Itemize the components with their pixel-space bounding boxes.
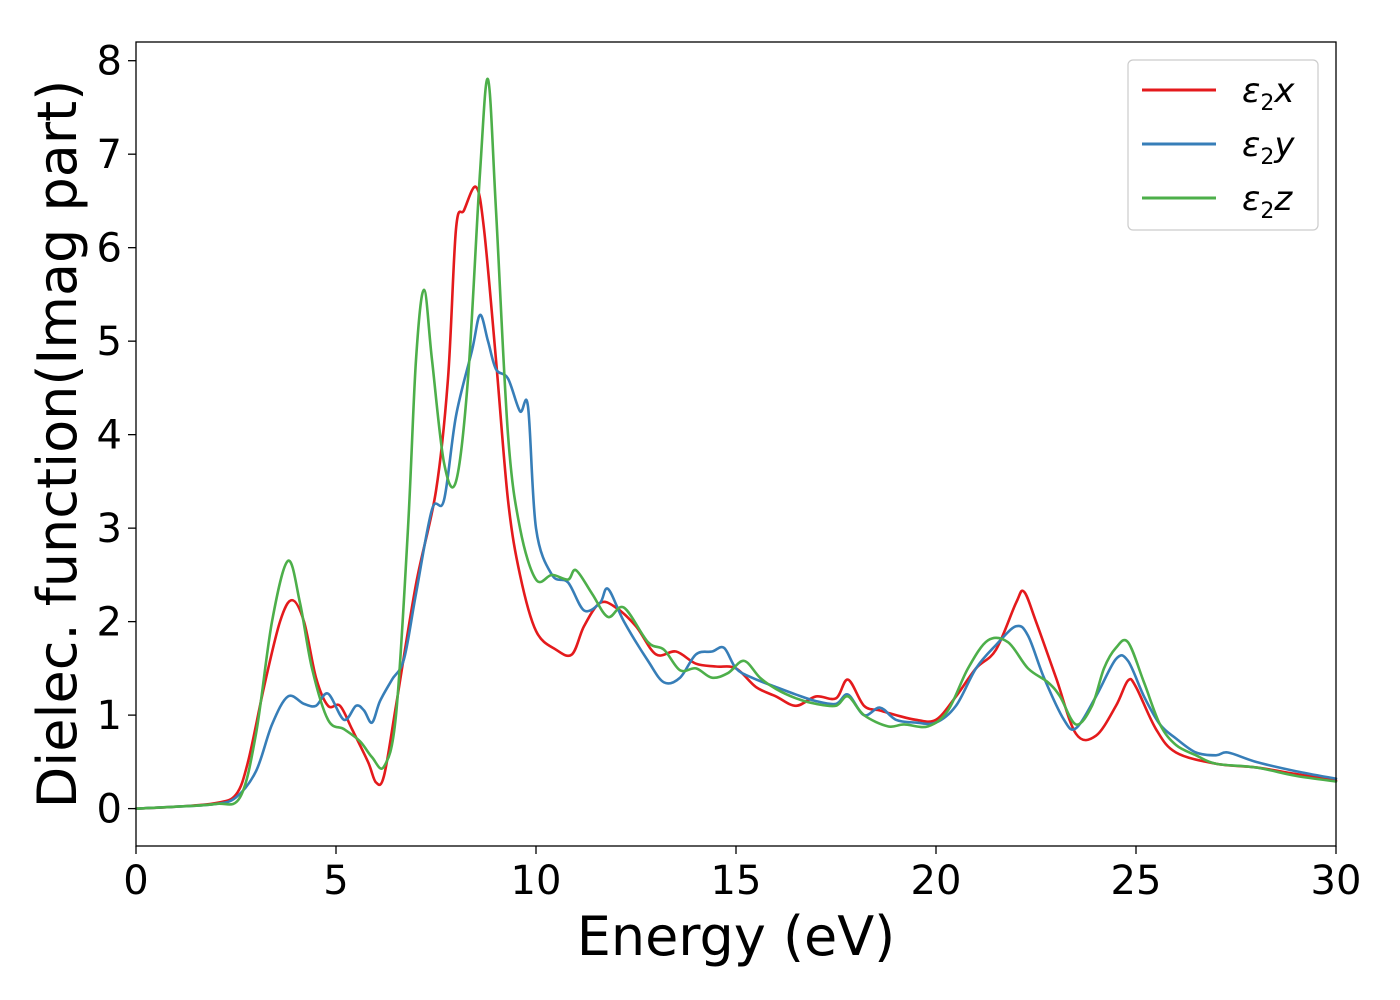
y-tick-label: 0	[97, 787, 122, 833]
series-layer	[134, 77, 1338, 810]
y-axis-label: Dielec. function(Imag part)	[26, 80, 89, 809]
x-tick-label: 5	[323, 858, 348, 904]
y-tick-label: 4	[97, 413, 122, 459]
series-line-z	[134, 77, 1338, 810]
y-tick-label: 7	[97, 132, 122, 178]
y-tick-label: 6	[97, 226, 122, 272]
legend: ε2x ε2y ε2z	[1127, 59, 1319, 231]
x-tick-label: 15	[711, 858, 762, 904]
x-tick-label: 0	[123, 858, 148, 904]
legend-items: ε2x ε2y ε2z	[1142, 71, 1295, 224]
legend-label-y: ε2y	[1242, 125, 1295, 170]
x-axis-label: Energy (eV)	[577, 905, 896, 968]
y-tick-label: 3	[97, 506, 122, 552]
y-tick-label: 1	[97, 693, 122, 739]
legend-frame	[1127, 59, 1319, 231]
x-tick-label: 25	[1111, 858, 1162, 904]
series-line-y	[134, 313, 1338, 810]
legend-label-x: ε2x	[1242, 71, 1295, 116]
y-tick-label: 8	[97, 39, 122, 85]
x-tick-label: 20	[911, 858, 962, 904]
x-tick-label: 10	[511, 858, 562, 904]
x-axis-ticks: 0 5 10 15 20 25 30	[123, 846, 1361, 904]
legend-label-z: ε2z	[1242, 179, 1293, 224]
x-tick-label: 30	[1311, 858, 1362, 904]
y-tick-label: 2	[97, 600, 122, 646]
y-axis-ticks: 0 1 2 3 4 5 6 7 8	[97, 39, 136, 833]
y-tick-label: 5	[97, 319, 122, 365]
